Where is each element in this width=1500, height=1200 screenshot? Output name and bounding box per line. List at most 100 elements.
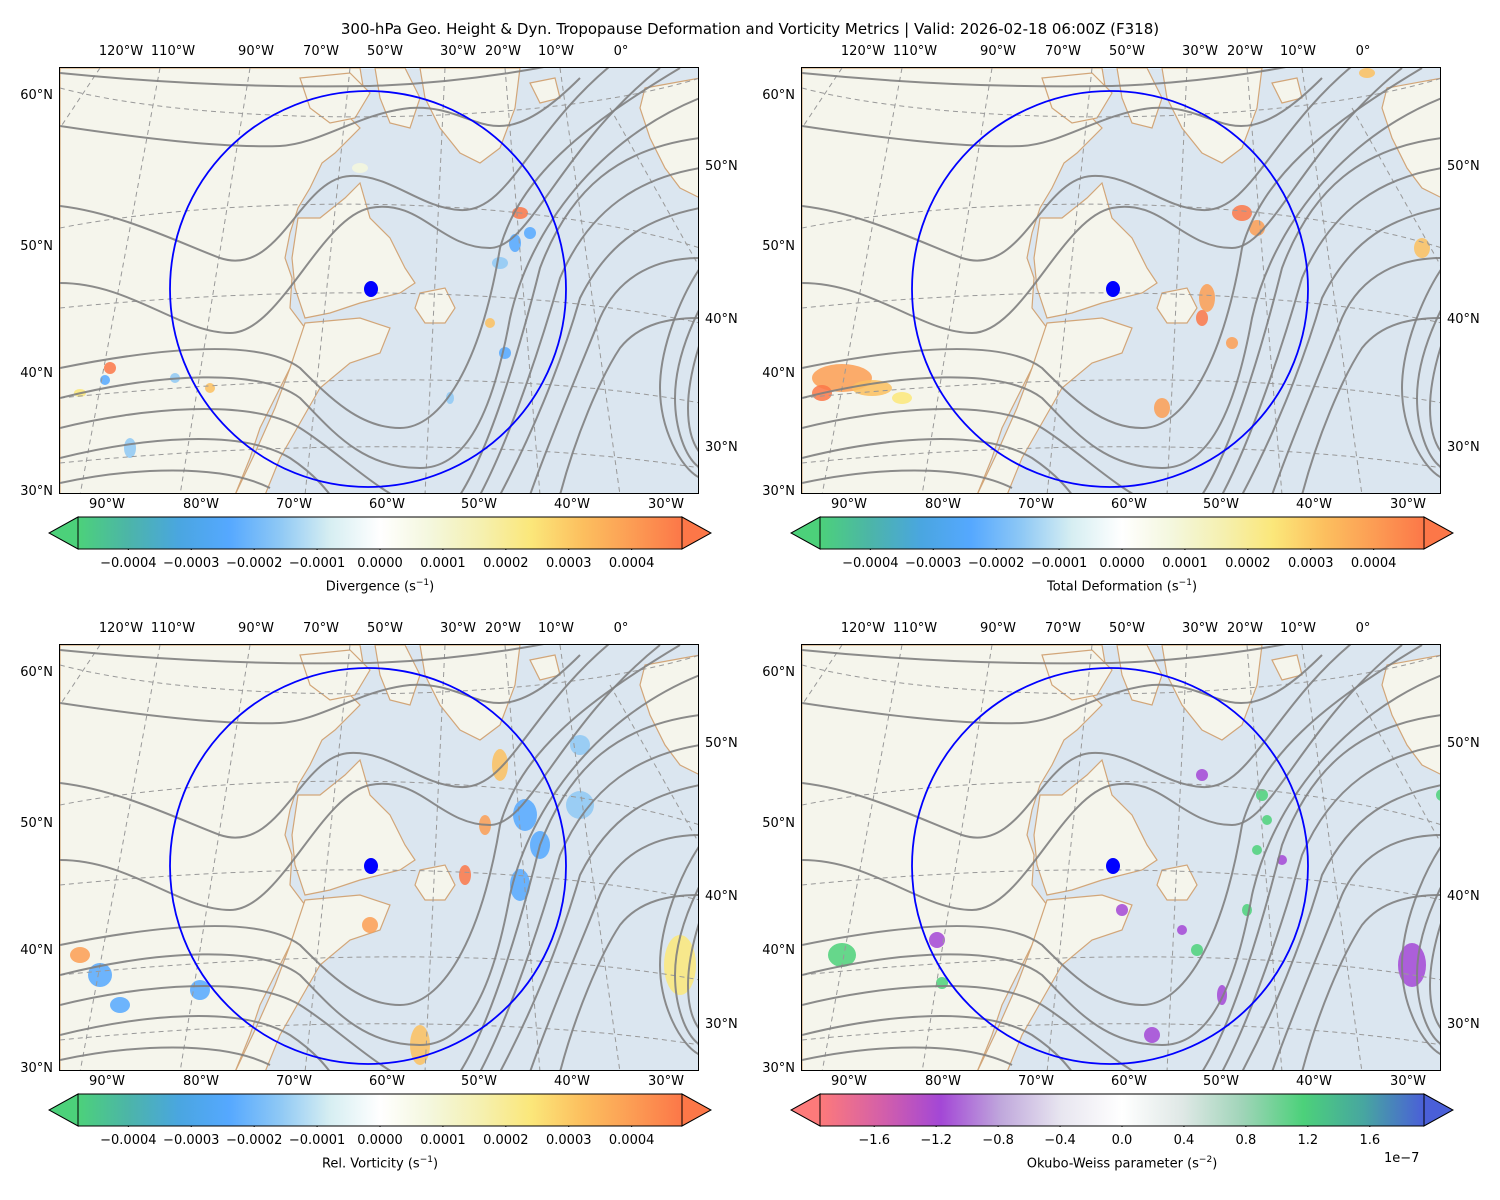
height-contour bbox=[802, 68, 1352, 262]
colorbar-tick-label: 0.0004 bbox=[608, 1133, 655, 1148]
center-marker[interactable] bbox=[1106, 281, 1120, 297]
colorbar-label-text: Divergence (s bbox=[325, 579, 416, 595]
colorbar-tick-label: −0.0003 bbox=[905, 556, 962, 571]
map-canvas bbox=[60, 645, 698, 1070]
colorbar-label-close: ) bbox=[1212, 1156, 1218, 1172]
bottom-lon-label: 70°W bbox=[276, 1074, 312, 1089]
colorbar-label: Rel. Vorticity (s−1) bbox=[322, 1155, 438, 1171]
height-contour bbox=[60, 645, 544, 665]
radius-circle bbox=[911, 667, 1309, 1065]
field-anomaly bbox=[110, 997, 130, 1013]
height-contour bbox=[802, 97, 1440, 470]
height-contour bbox=[802, 68, 1286, 88]
graticule-line bbox=[1351, 684, 1440, 843]
field-anomaly bbox=[1414, 238, 1430, 258]
land-layer bbox=[802, 645, 1440, 1070]
field-anomaly bbox=[828, 943, 856, 967]
bottom-lon-label: 90°W bbox=[89, 1074, 125, 1089]
graticule-line bbox=[60, 68, 101, 129]
colorbar-label-exponent: −1 bbox=[1178, 578, 1192, 588]
graticule-line bbox=[802, 869, 1440, 901]
height-contour bbox=[60, 674, 698, 1047]
graticule-line bbox=[802, 78, 1440, 118]
top-lon-label: 120°W bbox=[840, 621, 886, 636]
bottom-lon-label: 90°W bbox=[89, 497, 125, 512]
graticule-line bbox=[60, 655, 698, 695]
colorbar-okubo-weiss bbox=[790, 1093, 1454, 1127]
landmass bbox=[639, 77, 698, 198]
top-lon-label: 110°W bbox=[892, 44, 938, 59]
field-anomaly bbox=[205, 383, 215, 393]
height-contours bbox=[802, 645, 1440, 1070]
field-anomaly bbox=[1196, 310, 1208, 326]
colorbar-tick-label: −0.0004 bbox=[842, 556, 899, 571]
left-lat-label: 30°N bbox=[20, 1061, 53, 1076]
height-contour bbox=[60, 68, 681, 430]
height-contour bbox=[673, 886, 698, 1045]
bottom-lon-label: 30°W bbox=[648, 497, 684, 512]
colorbar-tick-label: −0.0002 bbox=[225, 1133, 283, 1148]
colorbar-gradient bbox=[78, 517, 682, 549]
height-contour bbox=[802, 674, 1440, 1047]
graticule-line bbox=[802, 780, 1440, 825]
map-panel-relative-vorticity[interactable] bbox=[59, 644, 699, 1071]
colorbar-tick-label: 0.0001 bbox=[1162, 556, 1208, 571]
colorbar-tick-label: −0.0004 bbox=[100, 1133, 157, 1148]
colorbar-gradient bbox=[820, 1094, 1424, 1126]
top-lon-label: 90°W bbox=[980, 621, 1016, 636]
field-anomaly bbox=[100, 375, 110, 385]
center-marker[interactable] bbox=[364, 858, 378, 874]
colorbar-multiplier: 1e−7 bbox=[1384, 1151, 1420, 1166]
height-contours bbox=[60, 645, 698, 1070]
height-contour bbox=[60, 207, 698, 493]
bottom-lon-label: 80°W bbox=[925, 1074, 961, 1089]
graticule-line bbox=[79, 68, 161, 493]
field-anomaly bbox=[88, 963, 112, 987]
colorbar-tick-label: 0.0004 bbox=[1350, 556, 1397, 571]
colorbar-label-text: Okubo-Weiss parameter (s bbox=[1026, 1156, 1199, 1172]
center-marker[interactable] bbox=[1106, 858, 1120, 874]
center-marker[interactable] bbox=[364, 281, 378, 297]
right-lat-label: 30°N bbox=[1447, 1017, 1480, 1032]
colorbar-extend-min bbox=[48, 1093, 79, 1127]
bottom-lon-label: 70°W bbox=[1018, 497, 1054, 512]
field-anomaly bbox=[362, 917, 378, 933]
bottom-lon-label: 60°W bbox=[369, 1074, 405, 1089]
map-panel-okubo-weiss[interactable] bbox=[801, 644, 1441, 1071]
right-lat-label: 50°N bbox=[1447, 736, 1480, 751]
left-lat-label: 30°N bbox=[20, 484, 53, 499]
height-contour bbox=[60, 167, 698, 493]
colorbar-extend-max bbox=[681, 1093, 712, 1127]
field-anomaly bbox=[1256, 789, 1268, 801]
height-contours bbox=[60, 68, 698, 493]
graticule-line bbox=[802, 203, 1440, 248]
field-anomaly bbox=[664, 935, 696, 995]
height-contour bbox=[1400, 269, 1440, 478]
right-lat-label: 40°N bbox=[705, 312, 738, 327]
landmass bbox=[1271, 77, 1303, 104]
top-lon-label: 70°W bbox=[303, 44, 339, 59]
colorbar-tick-label: −0.0002 bbox=[967, 556, 1025, 571]
colorbar-divergence bbox=[48, 516, 712, 550]
colorbar-tick-label: −1.2 bbox=[920, 1133, 952, 1148]
height-contour bbox=[802, 77, 1323, 148]
graticule-line bbox=[60, 869, 698, 901]
colorbar-label: Okubo-Weiss parameter (s−2) bbox=[1027, 1155, 1218, 1171]
map-canvas bbox=[60, 68, 698, 493]
graticule-line bbox=[821, 645, 903, 1070]
field-anomaly bbox=[124, 438, 136, 458]
map-panel-total-deformation[interactable] bbox=[801, 67, 1441, 494]
colorbar-tick-label: 0.0000 bbox=[357, 556, 403, 571]
field-anomaly bbox=[70, 947, 90, 963]
right-lat-label: 40°N bbox=[1447, 312, 1480, 327]
colorbar-label: Divergence (s−1) bbox=[326, 578, 434, 594]
top-lon-label: 30°W bbox=[440, 621, 476, 636]
field-anomaly bbox=[485, 318, 495, 328]
colorbar-gradient bbox=[78, 1094, 682, 1126]
map-panel-divergence[interactable] bbox=[59, 67, 699, 494]
colorbar-label-exponent: −1 bbox=[415, 578, 430, 588]
graticule bbox=[802, 68, 1440, 493]
top-lon-label: 20°W bbox=[1227, 621, 1263, 636]
right-lat-label: 30°N bbox=[705, 1017, 738, 1032]
bottom-lon-label: 60°W bbox=[1111, 1074, 1147, 1089]
